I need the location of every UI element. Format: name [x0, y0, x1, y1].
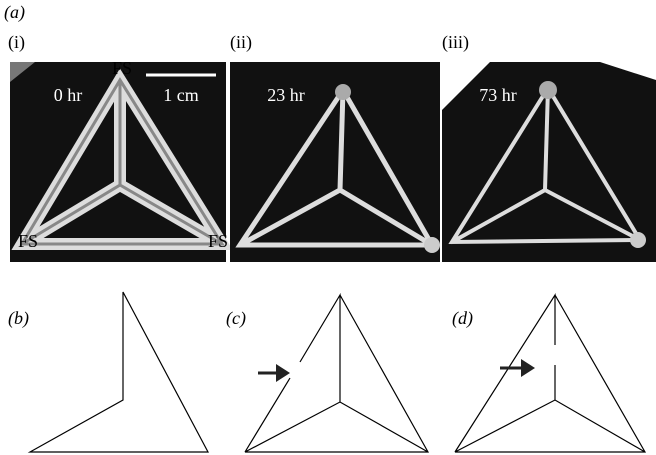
fs-label: FS — [208, 231, 228, 251]
diagram-b — [30, 292, 208, 452]
figure: (a) (i) (ii) (iii) 0 hr 23 hr 73 hr FS F… — [0, 0, 656, 455]
time-label: 73 hr — [479, 85, 517, 105]
image-ii — [230, 62, 440, 262]
time-label: 23 hr — [267, 85, 305, 105]
diagram-d — [455, 295, 645, 452]
image-label: (iii) — [442, 32, 469, 53]
image-label: (ii) — [230, 32, 252, 53]
image-label: (i) — [8, 32, 25, 53]
scale-label: 1 cm — [163, 85, 199, 105]
fs-label: FS — [112, 58, 132, 78]
panel-label: (b) — [8, 308, 29, 329]
arrow — [258, 364, 290, 382]
time-label: 0 hr — [54, 85, 83, 105]
panel-label: (d) — [452, 308, 473, 329]
panel-label: (a) — [4, 2, 25, 23]
fs-label: FS — [18, 231, 38, 251]
image-iii — [442, 62, 656, 262]
arrow — [500, 359, 535, 377]
panel-label: (c) — [226, 308, 246, 329]
